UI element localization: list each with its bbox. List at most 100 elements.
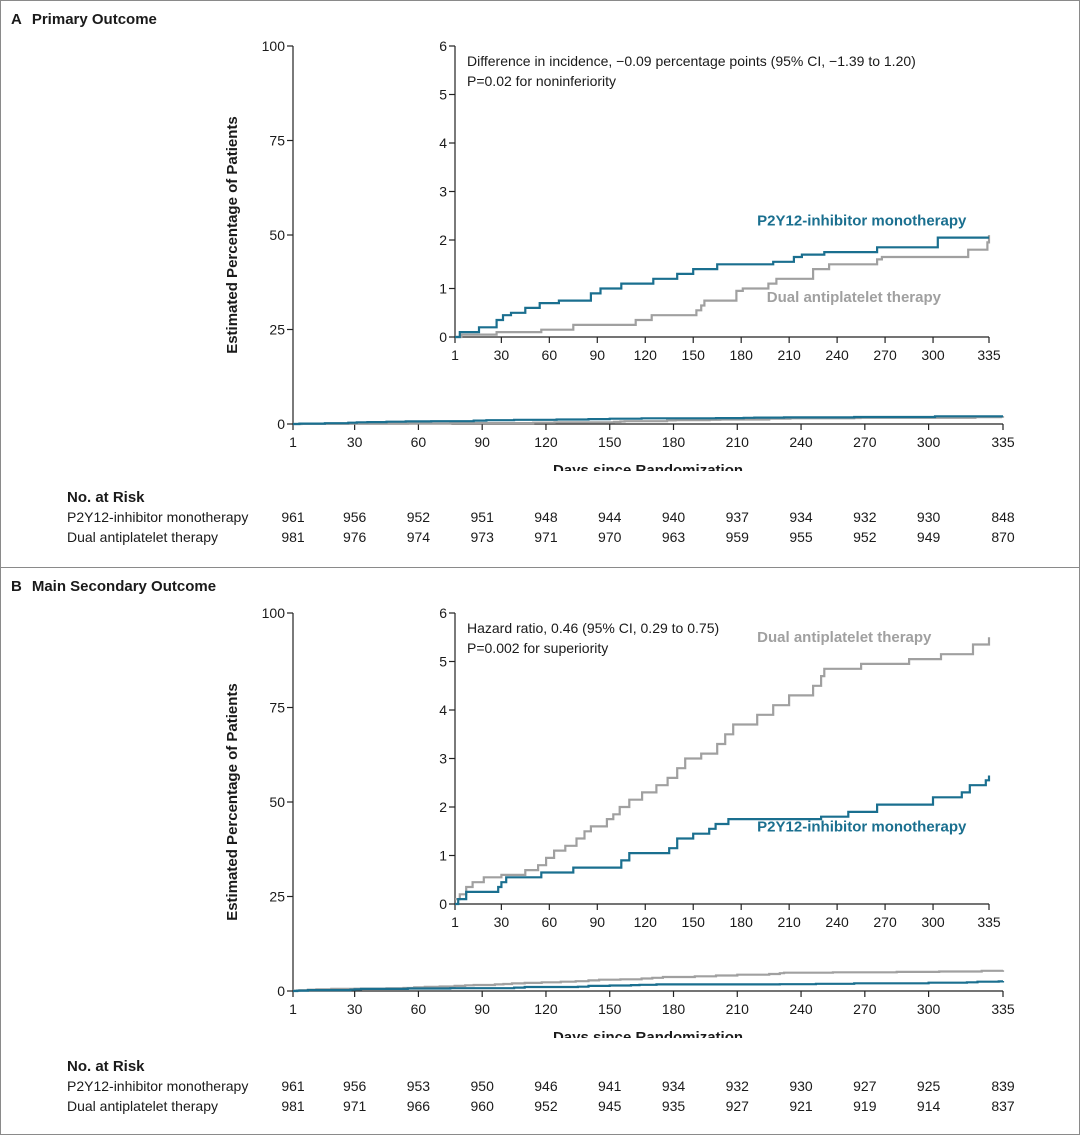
- x-tick-label: 300: [917, 1001, 941, 1017]
- risk-cell: 952: [534, 1098, 558, 1114]
- risk-cell: 932: [725, 1078, 749, 1094]
- risk-cell: 951: [470, 509, 494, 525]
- x-tick-label: 90: [474, 434, 490, 450]
- x-tick-label: 210: [726, 434, 750, 450]
- risk-cell: 940: [661, 509, 686, 525]
- inset-x-tick-label: 210: [777, 914, 801, 930]
- risk-cell: 974: [406, 529, 431, 545]
- y-tick-label: 50: [269, 227, 285, 243]
- risk-cell: 948: [534, 509, 558, 525]
- x-tick-label: 300: [917, 434, 941, 450]
- inset-x-tick-label: 120: [634, 347, 658, 363]
- main-series-line-p2y12-monotherapy: [293, 980, 1005, 993]
- inset-y-tick-label: 2: [439, 232, 447, 248]
- y-tick-label: 75: [269, 133, 285, 149]
- inset-x-tick-label: 300: [921, 914, 945, 930]
- x-tick-label: 335: [991, 434, 1015, 450]
- panel-heading: A Primary Outcome: [11, 11, 157, 28]
- risk-cell: 946: [534, 1078, 558, 1094]
- risk-cell: 919: [853, 1098, 877, 1114]
- inset-y-tick-label: 6: [439, 38, 447, 54]
- y-axis-label: Estimated Percentage of Patients: [224, 683, 241, 921]
- risk-cell: 952: [406, 509, 431, 525]
- risk-cell: 971: [534, 529, 558, 545]
- risk-cell: 976: [342, 529, 367, 545]
- x-tick-label: 30: [347, 434, 363, 450]
- panel-a-primary-outcome: A Primary Outcome 0 25 50 75 100 1 30 60 90 120 150…: [1, 1, 1079, 567]
- main-series-line-dual-antiplatelet: [293, 969, 1005, 992]
- panel-title: Main Secondary Outcome: [31, 578, 217, 595]
- x-tick-label: 270: [853, 434, 877, 450]
- risk-cell: 927: [853, 1078, 877, 1094]
- inset-series-line-dual-antiplatelet: [455, 235, 991, 339]
- panel-b-main-secondary-outcome: B Main Secondary Outcome 0 25 50 75 100 1 30 60 9…: [1, 568, 1079, 1134]
- risk-cell: 848: [991, 509, 1015, 525]
- risk-cell: 839: [991, 1078, 1015, 1094]
- x-tick-label: 335: [991, 1001, 1015, 1017]
- inset-x-tick-label: 90: [590, 914, 606, 930]
- y-tick-label: 0: [277, 983, 285, 999]
- x-tick-label: 150: [598, 1001, 622, 1017]
- inset-x-tick-label: 150: [682, 914, 706, 930]
- risk-cell: 963: [661, 529, 686, 545]
- inset-y-tick-label: 1: [439, 281, 447, 297]
- risk-cell: 930: [916, 509, 941, 525]
- inset-y-tick-label: 4: [439, 702, 447, 718]
- inset-x-tick-label: 1: [451, 347, 459, 363]
- main-series-line-p2y12-monotherapy: [293, 415, 1003, 426]
- y-tick-label: 0: [277, 416, 285, 432]
- y-tick-label: 25: [269, 322, 285, 338]
- inset-x-tick-label: 270: [873, 347, 897, 363]
- risk-cell: 955: [789, 529, 813, 545]
- inset-x-tick-label: 300: [921, 347, 945, 363]
- inset-x-tick-label: 30: [494, 914, 510, 930]
- inset-series-line-p2y12-monotherapy: [455, 775, 991, 906]
- risk-table-title: No. at Risk: [67, 1058, 145, 1075]
- risk-cell: 937: [725, 509, 749, 525]
- inset-annotation-line: P=0.002 for superiority: [467, 640, 608, 656]
- inset-y-tick-label: 0: [439, 896, 447, 912]
- risk-cell: 921: [789, 1098, 813, 1114]
- risk-cell: 944: [598, 509, 622, 525]
- inset-y-tick-label: 5: [439, 87, 447, 103]
- panel-divider: [1, 567, 1079, 568]
- inset-x-tick-label: 60: [542, 914, 558, 930]
- inset-x-tick-label: 335: [977, 914, 1001, 930]
- y-tick-label: 100: [262, 605, 286, 621]
- inset-y-tick-label: 3: [439, 751, 447, 767]
- x-axis-label: Days since Randomization: [553, 1029, 743, 1038]
- y-tick-label: 75: [269, 700, 285, 716]
- inset-x-tick-label: 240: [825, 914, 849, 930]
- risk-cell: 941: [598, 1078, 622, 1094]
- risk-row-label: P2Y12-inhibitor monotherapy: [67, 1078, 249, 1094]
- x-tick-label: 180: [662, 434, 686, 450]
- inset-annotation-line: Hazard ratio, 0.46 (95% CI, 0.29 to 0.75…: [467, 620, 719, 636]
- risk-row-label: P2Y12-inhibitor monotherapy: [67, 509, 249, 525]
- inset-x-tick-label: 90: [590, 347, 606, 363]
- x-tick-label: 150: [598, 434, 622, 450]
- inset-x-tick-label: 120: [634, 914, 658, 930]
- risk-table-row: P2Y12-inhibitor monotherapy 961 956 952 951 9…: [1, 509, 1079, 527]
- panel-heading: B Main Secondary Outcome: [11, 578, 216, 595]
- inset-series-line-dual-antiplatelet: [455, 637, 991, 901]
- x-tick-label: 240: [789, 434, 813, 450]
- x-tick-label: 60: [411, 1001, 427, 1017]
- x-tick-label: 210: [726, 1001, 750, 1017]
- inset-y-tick-label: 6: [439, 605, 447, 621]
- inset-x-tick-label: 180: [730, 347, 754, 363]
- risk-cell: 837: [991, 1098, 1015, 1114]
- risk-cell: 953: [406, 1078, 431, 1094]
- x-tick-label: 120: [534, 1001, 558, 1017]
- risk-row-label: Dual antiplatelet therapy: [67, 529, 218, 545]
- inset-y-tick-label: 5: [439, 654, 447, 670]
- risk-cell: 973: [470, 529, 494, 545]
- risk-cell: 961: [281, 1078, 305, 1094]
- panel-letter: A: [11, 11, 22, 28]
- risk-cell: 956: [342, 1078, 367, 1094]
- risk-cell: 870: [991, 529, 1015, 545]
- y-tick-label: 25: [269, 889, 285, 905]
- risk-cell: 971: [342, 1098, 367, 1114]
- inset-series-label: Dual antiplatelet therapy: [767, 289, 942, 306]
- inset-x-tick-label: 1: [451, 914, 459, 930]
- risk-table-row: P2Y12-inhibitor monotherapy 961 956 953 950 9…: [1, 1078, 1079, 1096]
